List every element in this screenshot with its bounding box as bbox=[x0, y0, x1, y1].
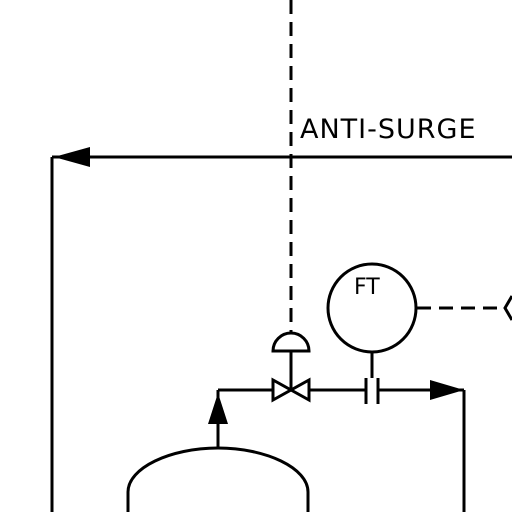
anti-surge-line-label: ANTI-SURGE bbox=[300, 114, 477, 145]
diaphragm-actuator bbox=[271, 331, 311, 353]
arrow-head-right bbox=[430, 380, 464, 400]
signal-line-end-mark bbox=[503, 295, 512, 321]
arrow-head-left bbox=[54, 147, 90, 167]
arrow-head-up bbox=[208, 393, 228, 424]
flow-transmitter-tag: FT bbox=[354, 275, 380, 300]
vessel-top bbox=[126, 446, 310, 512]
control-valve bbox=[271, 377, 311, 403]
